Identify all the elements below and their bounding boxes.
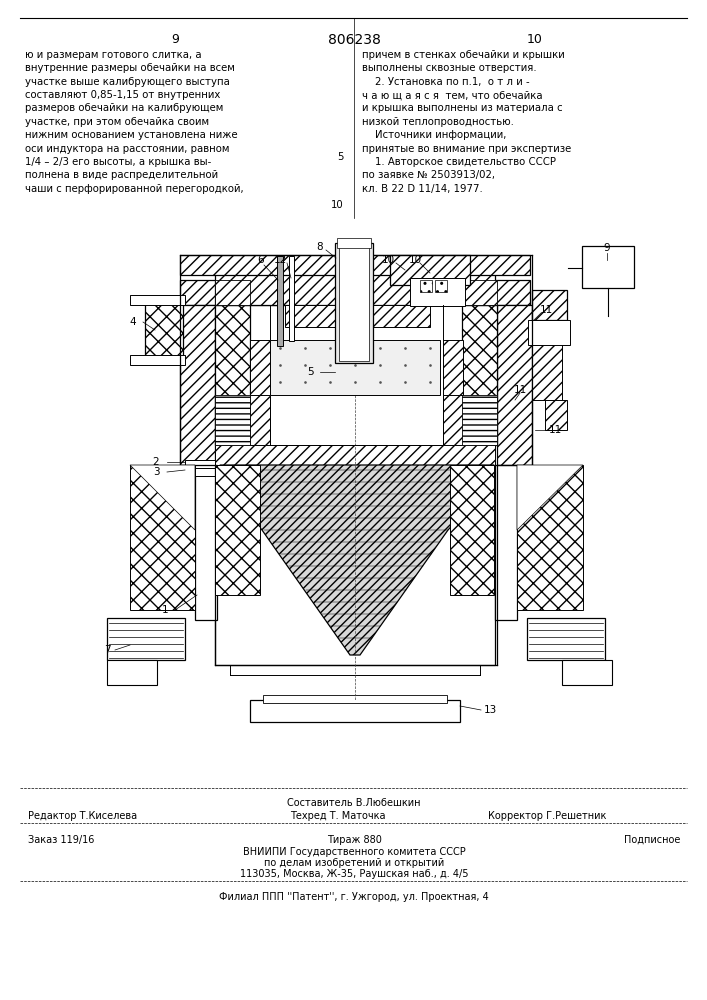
Bar [285,305,430,327]
Text: 1: 1 [162,605,168,615]
Bar [215,270,495,305]
Text: 6: 6 [257,255,264,265]
Polygon shape [517,465,583,530]
Text: 10: 10 [527,33,543,46]
Text: Корректор Г.Решетник: Корректор Г.Решетник [488,811,607,821]
Text: 13: 13 [484,705,496,715]
Bar [339,245,369,361]
Bar [185,460,215,468]
Bar [250,700,460,722]
Bar [130,295,185,305]
Text: Тираж 880: Тираж 880 [327,835,382,845]
Bar [435,280,447,292]
Text: 9: 9 [604,243,610,253]
Text: Подписное: Подписное [624,835,680,845]
Text: 10: 10 [382,255,395,265]
Bar [145,300,183,360]
Bar [337,238,371,248]
Text: 11: 11 [539,305,553,315]
Bar [215,465,260,595]
Polygon shape [130,465,195,610]
Text: 10: 10 [409,255,421,265]
Bar [562,660,612,685]
Bar [250,340,270,395]
Bar [410,278,465,306]
Bar [107,618,185,660]
Bar [443,350,463,465]
Text: ВНИИПИ Государственного комитета СССР: ВНИИПИ Государственного комитета СССР [243,847,465,857]
Bar [270,340,440,395]
Text: Редактор Т.Киселева: Редактор Т.Киселева [28,811,137,821]
Bar [497,305,532,465]
Bar [528,320,570,345]
Bar [335,243,373,363]
Bar [443,340,463,395]
Text: 2: 2 [153,457,159,467]
Bar [215,465,495,665]
Text: Техред Т. Маточка: Техред Т. Маточка [290,811,385,821]
Text: 7: 7 [104,645,110,655]
Bar [450,465,494,595]
Bar [390,255,470,285]
Text: 8: 8 [317,242,323,252]
Bar [107,660,157,685]
Bar [250,350,270,465]
Bar [289,256,294,341]
Bar [195,465,217,620]
Text: 11: 11 [513,385,527,395]
Bar [495,465,517,620]
Text: 9: 9 [171,33,179,46]
Text: Заказ 119/16: Заказ 119/16 [28,835,94,845]
Bar [215,445,495,465]
Bar [185,468,215,476]
Bar [462,280,497,305]
Text: Филиал ППП ''Патент'', г. Ужгород, ул. Проектная, 4: Филиал ППП ''Патент'', г. Ужгород, ул. П… [219,892,489,902]
Bar [215,280,250,305]
Bar [462,305,497,445]
Bar [215,395,250,445]
Polygon shape [220,465,494,655]
Text: 806238: 806238 [327,33,380,47]
Bar [180,255,530,275]
Text: 3: 3 [153,467,159,477]
Bar [263,695,447,703]
Text: по делам изобретений и открытий: по делам изобретений и открытий [264,858,444,868]
Bar [582,246,634,288]
Text: 5: 5 [307,367,313,377]
Polygon shape [517,465,583,610]
Bar [532,290,567,320]
Bar [180,305,215,465]
Text: 12: 12 [274,255,286,265]
Text: 10: 10 [332,200,344,210]
Bar [180,280,530,305]
Bar [545,400,567,430]
Bar [532,340,562,400]
Bar [277,256,283,346]
Bar [215,305,250,445]
Polygon shape [130,465,195,530]
Text: Составитель В.Любешкин: Составитель В.Любешкин [287,798,421,808]
Text: 113035, Москва, Ж-35, Раушская наб., д. 4/5: 113035, Москва, Ж-35, Раушская наб., д. … [240,869,468,879]
Bar [130,355,185,365]
Text: ю и размерам готового слитка, а
внутренние размеры обечайки на всем
участке выше: ю и размерам готового слитка, а внутренн… [25,50,244,194]
Text: 5: 5 [337,152,344,162]
Bar [462,395,497,445]
Text: 11: 11 [549,425,561,435]
Text: 4: 4 [129,317,136,327]
Bar [420,280,432,292]
Bar [527,618,605,660]
Text: причем в стенках обечайки и крышки
выполнены сквозные отверстия.
    2. Установк: причем в стенках обечайки и крышки выпол… [362,50,571,194]
